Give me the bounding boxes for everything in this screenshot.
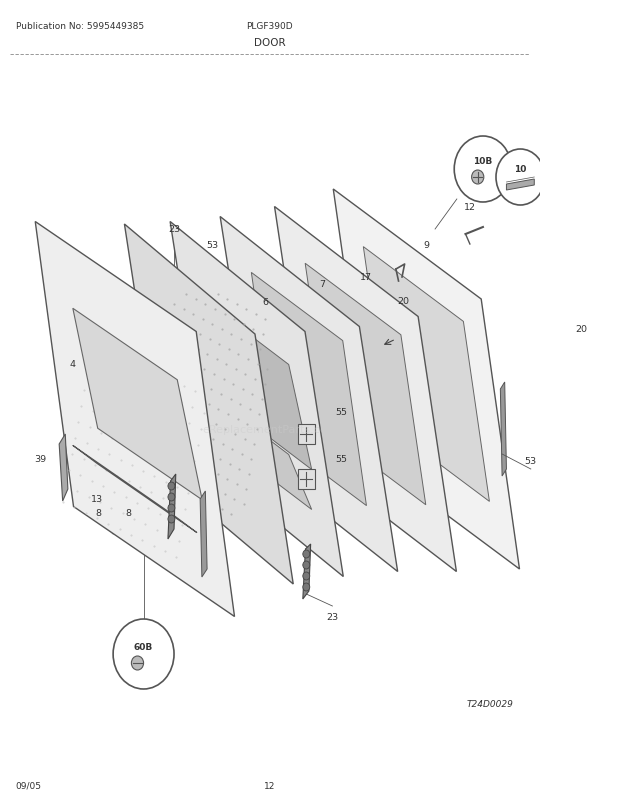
- Text: 17: 17: [360, 273, 371, 282]
- Polygon shape: [168, 475, 176, 539]
- Text: 6: 6: [262, 298, 268, 307]
- Text: 53: 53: [525, 457, 537, 466]
- FancyBboxPatch shape: [298, 469, 315, 489]
- Text: PLGF390D: PLGF390D: [246, 22, 293, 31]
- Text: 53: 53: [206, 241, 218, 249]
- Circle shape: [168, 493, 175, 501]
- Polygon shape: [363, 247, 489, 502]
- Circle shape: [472, 171, 484, 184]
- Text: 8: 8: [95, 508, 101, 518]
- Polygon shape: [35, 222, 234, 617]
- Polygon shape: [200, 492, 207, 577]
- Text: 09/05: 09/05: [16, 781, 42, 790]
- Circle shape: [454, 137, 511, 203]
- Text: 60B: 60B: [134, 642, 153, 652]
- Polygon shape: [334, 190, 520, 569]
- Circle shape: [131, 656, 144, 670]
- Text: 8: 8: [125, 508, 131, 518]
- Polygon shape: [59, 435, 68, 501]
- Polygon shape: [303, 545, 311, 599]
- FancyBboxPatch shape: [298, 424, 315, 444]
- Text: 10: 10: [514, 165, 526, 174]
- Polygon shape: [220, 217, 397, 572]
- Polygon shape: [275, 207, 456, 572]
- Text: 7: 7: [319, 280, 325, 290]
- Circle shape: [168, 482, 175, 490]
- Polygon shape: [202, 299, 312, 470]
- Polygon shape: [125, 225, 293, 585]
- Text: 10B: 10B: [473, 157, 492, 166]
- Circle shape: [303, 583, 310, 591]
- Text: 20: 20: [397, 297, 409, 306]
- Text: T24D0029: T24D0029: [466, 699, 513, 708]
- Text: 12: 12: [264, 781, 275, 790]
- Circle shape: [496, 150, 545, 206]
- Polygon shape: [202, 389, 312, 510]
- Circle shape: [113, 619, 174, 689]
- Text: 39: 39: [34, 455, 46, 464]
- Circle shape: [168, 516, 175, 524]
- Polygon shape: [73, 309, 202, 500]
- Circle shape: [303, 550, 310, 558]
- Polygon shape: [251, 273, 366, 506]
- Circle shape: [168, 504, 175, 512]
- Text: DOOR: DOOR: [254, 38, 286, 48]
- Text: 23: 23: [168, 225, 180, 234]
- Text: eReplacementParts.com: eReplacementParts.com: [202, 424, 337, 435]
- Text: 13: 13: [91, 495, 104, 504]
- Polygon shape: [305, 264, 426, 505]
- Text: 55: 55: [335, 455, 347, 464]
- Circle shape: [303, 573, 310, 581]
- Polygon shape: [73, 446, 197, 533]
- Circle shape: [303, 561, 310, 569]
- Text: 55: 55: [335, 408, 347, 417]
- Text: 9: 9: [423, 241, 430, 249]
- Polygon shape: [507, 180, 534, 191]
- Text: 20: 20: [575, 325, 587, 334]
- Text: 23: 23: [326, 613, 339, 622]
- Text: 4: 4: [69, 360, 75, 369]
- Polygon shape: [170, 222, 343, 577]
- Text: 12: 12: [464, 202, 476, 211]
- Polygon shape: [500, 383, 507, 476]
- Text: Publication No: 5995449385: Publication No: 5995449385: [16, 22, 144, 31]
